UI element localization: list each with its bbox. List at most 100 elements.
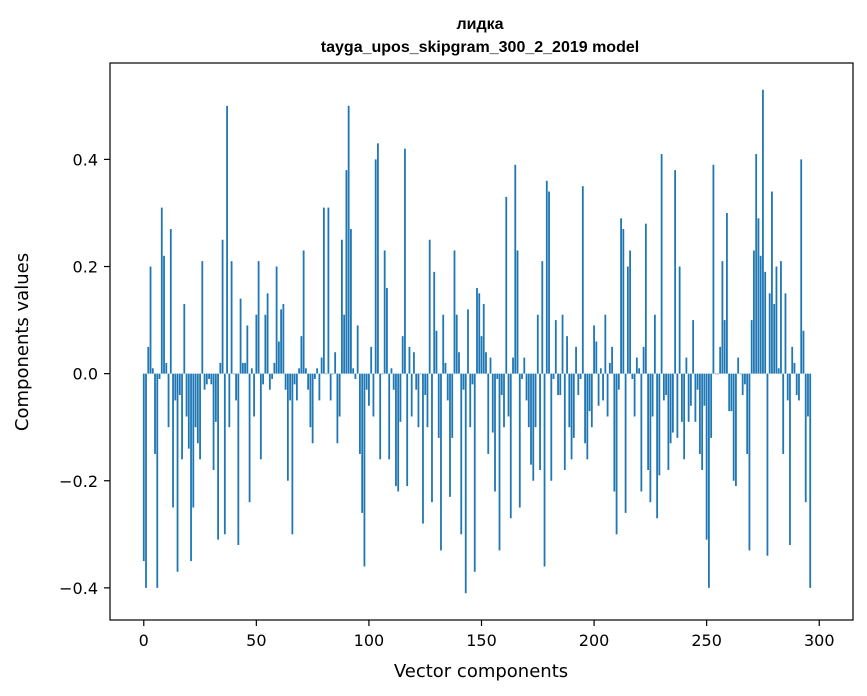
bar-137 [451, 373, 454, 438]
bar-134 [444, 362, 447, 374]
bar-144 [467, 309, 469, 374]
bar-254 [714, 373, 717, 375]
bar-35 [221, 239, 224, 374]
bar-226 [651, 373, 654, 417]
bar-153 [487, 373, 490, 454]
bar-95 [356, 325, 359, 374]
bar-139 [455, 314, 458, 374]
bar-124 [422, 373, 424, 524]
y-tick-label: 0.2 [73, 258, 98, 277]
bar-20 [187, 373, 190, 449]
bar-223 [644, 223, 647, 374]
x-tick-label: 150 [466, 631, 497, 650]
bar-51 [257, 261, 260, 374]
x-tick-label: 0 [139, 631, 149, 650]
bar-119 [410, 373, 413, 417]
bar-260 [728, 373, 731, 412]
bar-143 [464, 373, 467, 594]
bar-246 [696, 373, 699, 390]
bar-186 [561, 314, 564, 374]
bar-179 [545, 180, 548, 374]
bar-178 [543, 373, 546, 567]
bar-241 [685, 357, 688, 374]
bar-222 [642, 346, 645, 374]
bar-122 [417, 373, 420, 428]
bar-17 [181, 373, 183, 460]
bar-22 [192, 373, 195, 508]
bar-50 [255, 314, 258, 374]
bar-181 [550, 373, 553, 481]
bar-196 [584, 373, 586, 444]
bar-230 [660, 154, 663, 374]
bar-90 [345, 170, 348, 374]
bar-39 [230, 261, 233, 374]
bar-210 [615, 373, 618, 535]
bar-225 [649, 373, 652, 503]
bar-154 [489, 357, 492, 374]
bar-75 [311, 373, 314, 444]
bar-276 [764, 271, 767, 374]
bar-293 [802, 330, 805, 374]
bar-192 [575, 346, 577, 374]
bar-142 [462, 373, 465, 390]
bar-74 [309, 373, 312, 428]
bar-258 [723, 320, 726, 374]
bar-280 [773, 304, 776, 374]
x-tick-label: 50 [246, 631, 266, 650]
bar-202 [597, 373, 600, 406]
bar-2 [147, 346, 150, 374]
bar-197 [586, 373, 589, 460]
bar-215 [626, 266, 629, 374]
bar-188 [566, 336, 568, 374]
y-tick-label: −0.2 [59, 472, 98, 491]
bar-120 [413, 352, 415, 374]
bar-133 [442, 314, 445, 374]
bar-286 [786, 373, 789, 401]
bar-176 [539, 373, 541, 471]
bar-235 [671, 373, 674, 433]
bar-236 [674, 170, 677, 374]
bar-45 [244, 362, 246, 374]
bar-248 [701, 373, 704, 471]
bar-66 [291, 373, 294, 535]
bar-190 [570, 373, 573, 460]
y-tick-label: 0.0 [73, 365, 98, 384]
bar-106 [381, 373, 384, 375]
bar-14 [174, 373, 177, 401]
bar-296 [809, 373, 812, 588]
bar-227 [653, 314, 656, 374]
bar-15 [176, 373, 179, 572]
bar-259 [726, 212, 728, 374]
bar-104 [377, 143, 379, 374]
bar-37 [226, 105, 228, 374]
bar-33 [217, 373, 219, 540]
bar-214 [624, 373, 627, 513]
bar-290 [795, 373, 798, 396]
bar-172 [530, 373, 532, 465]
bar-83 [329, 373, 332, 401]
bar-289 [793, 362, 796, 374]
bar-161 [505, 196, 508, 374]
bar-185 [559, 373, 562, 396]
bar-81 [325, 373, 328, 375]
bar-253 [712, 164, 715, 374]
bar-6 [156, 373, 159, 588]
bar-182 [552, 373, 555, 379]
bar-221 [640, 373, 643, 492]
bar-52 [259, 373, 262, 460]
bar-136 [449, 373, 451, 497]
bar-118 [408, 346, 411, 374]
bar-130 [435, 330, 438, 374]
bar-56 [268, 373, 271, 390]
bar-244 [692, 320, 695, 374]
bar-25 [199, 373, 201, 460]
bar-76 [313, 373, 316, 379]
x-axis: 0 50 100 150 200 250 300 [139, 620, 835, 650]
bar-54 [264, 314, 267, 374]
bar-57 [271, 373, 274, 379]
bar-72 [304, 368, 307, 374]
bar-255 [717, 373, 719, 375]
bar-101 [370, 346, 373, 374]
bar-146 [471, 373, 474, 385]
bar-263 [735, 373, 737, 487]
